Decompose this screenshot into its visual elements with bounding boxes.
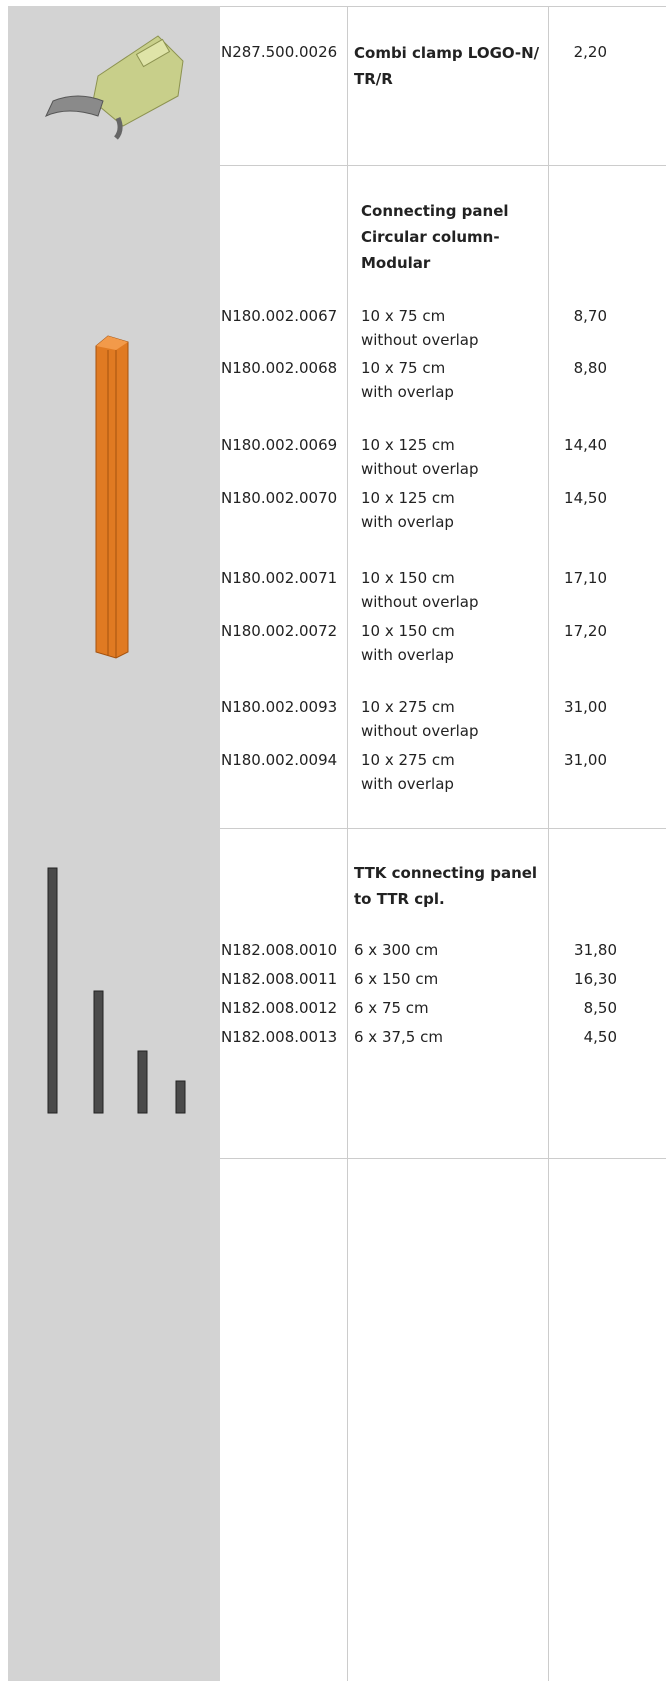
item-weight: 17,10 — [564, 569, 607, 587]
item-weight: 8,50 — [583, 999, 617, 1017]
item-weight: 14,50 — [564, 489, 607, 507]
item-description: 6 x 300 cm — [354, 941, 439, 959]
item-description: without overlap — [361, 460, 479, 478]
item-description: with overlap — [361, 646, 454, 664]
item-code: N182.008.0011 — [221, 970, 338, 988]
item-weight: 31,00 — [564, 698, 607, 716]
item-weight: 4,50 — [583, 1028, 617, 1046]
section-heading: TTK connecting panel — [354, 864, 538, 882]
divider — [220, 165, 666, 166]
column-panel-image — [95, 335, 129, 659]
item-code: N180.002.0067 — [221, 307, 338, 325]
divider — [220, 6, 666, 7]
item-description: with overlap — [361, 513, 454, 531]
item-code: N180.002.0071 — [221, 569, 338, 587]
item-code: N182.008.0013 — [221, 1028, 338, 1046]
item-description: 6 x 75 cm — [354, 999, 429, 1017]
item-weight: 17,20 — [564, 622, 607, 640]
section-heading: Circular column- — [361, 228, 500, 246]
item-code: N287.500.0026 — [221, 43, 338, 61]
item-description: 6 x 37,5 cm — [354, 1028, 443, 1046]
item-weight: 8,70 — [573, 307, 607, 325]
item-description: 10 x 125 cm — [361, 489, 455, 507]
item-code: N180.002.0093 — [221, 698, 338, 716]
divider — [548, 6, 549, 1681]
item-weight: 31,00 — [564, 751, 607, 769]
item-code: N180.002.0070 — [221, 489, 338, 507]
item-code: N180.002.0094 — [221, 751, 338, 769]
divider — [347, 6, 348, 1681]
item-code: N180.002.0069 — [221, 436, 338, 454]
section-heading: Connecting panel — [361, 202, 509, 220]
item-description: Combi clamp LOGO-N/ — [354, 44, 540, 62]
item-code: N182.008.0010 — [221, 941, 338, 959]
item-description: without overlap — [361, 331, 479, 349]
clamp-image — [44, 35, 184, 140]
ttk-panel-images — [47, 867, 186, 1114]
item-description: 10 x 125 cm — [361, 436, 455, 454]
item-description: with overlap — [361, 383, 454, 401]
image-column — [8, 6, 220, 1681]
item-description: 10 x 275 cm — [361, 698, 455, 716]
item-code: N182.008.0012 — [221, 999, 338, 1017]
item-description: without overlap — [361, 593, 479, 611]
divider — [220, 828, 666, 829]
item-description: with overlap — [361, 775, 454, 793]
section-heading: to TTR cpl. — [354, 890, 445, 908]
item-description: 10 x 150 cm — [361, 622, 455, 640]
item-description: 10 x 150 cm — [361, 569, 455, 587]
product-images — [44, 35, 186, 1114]
item-description: without overlap — [361, 722, 479, 740]
item-description: TR/R — [354, 70, 393, 88]
item-weight: 14,40 — [564, 436, 607, 454]
item-description: 6 x 150 cm — [354, 970, 439, 988]
item-code: N180.002.0068 — [221, 359, 338, 377]
item-weight: 16,30 — [574, 970, 617, 988]
item-weight: 31,80 — [574, 941, 617, 959]
item-description: 10 x 275 cm — [361, 751, 455, 769]
item-description: 10 x 75 cm — [361, 359, 446, 377]
divider — [220, 1158, 666, 1159]
item-weight: 2,20 — [573, 43, 607, 61]
item-code: N180.002.0072 — [221, 622, 338, 640]
item-description: 10 x 75 cm — [361, 307, 446, 325]
item-weight: 8,80 — [573, 359, 607, 377]
section-heading: Modular — [361, 254, 431, 272]
